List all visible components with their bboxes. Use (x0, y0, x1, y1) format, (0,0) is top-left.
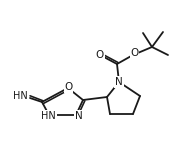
Text: O: O (130, 49, 139, 59)
Text: N: N (115, 77, 123, 87)
Text: HN: HN (13, 91, 27, 101)
Text: HN: HN (41, 111, 56, 121)
Text: O: O (64, 82, 73, 92)
Text: N: N (75, 111, 83, 121)
Text: O: O (96, 50, 104, 60)
